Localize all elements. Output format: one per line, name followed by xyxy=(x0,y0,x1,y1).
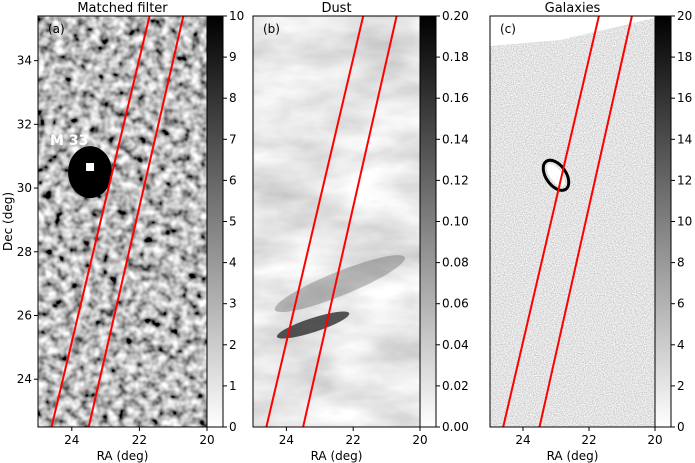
colorbar-tick-label: 10 xyxy=(229,9,244,23)
panel-label: (c) xyxy=(500,22,516,36)
y-axis-label: Dec (deg) xyxy=(1,192,15,251)
stream-line-2 xyxy=(302,16,398,427)
colorbar-tick-label: 14 xyxy=(677,132,692,146)
m33-region xyxy=(68,146,113,199)
heatmap-image xyxy=(490,16,655,427)
no-coverage-region xyxy=(490,16,655,46)
heatmap-field xyxy=(38,16,207,427)
colorbar-tick-label: 0 xyxy=(677,420,685,434)
colorbar-tick-label: 10 xyxy=(677,215,692,229)
panel-title: Dust xyxy=(321,1,351,16)
colorbar-tick-label: 0.00 xyxy=(442,420,469,434)
panel-label: (b) xyxy=(263,22,280,36)
colorbar-tick-label: 1 xyxy=(229,379,237,393)
colorbar: 0.00 0.02 0.04 0.06 0.08 0.10 0.12 0.14 0.16 0.18… xyxy=(419,9,469,434)
colorbar-tick-label: 0.08 xyxy=(442,256,469,270)
stream-line-2 xyxy=(87,16,185,427)
dust-filament xyxy=(274,255,405,313)
x-tick-label: 24 xyxy=(515,433,530,447)
stream-line-1 xyxy=(50,16,151,427)
colorbar-tick-label: 6 xyxy=(229,173,237,187)
colorbar-tick-label: 20 xyxy=(677,9,692,23)
colorbar: 0 1 2 3 4 5 6 7 8 9 10 xyxy=(206,9,244,434)
x-axis-label: RA (deg) xyxy=(97,449,149,463)
panel-title: Matched filter xyxy=(77,1,168,16)
colorbar-tick-label: 0.12 xyxy=(442,173,469,187)
colorbar-tick-label: 12 xyxy=(677,173,692,187)
annotation-m33: M 33 xyxy=(50,133,88,149)
colorbar-tick-label: 0.06 xyxy=(442,297,469,311)
colorbar-tick-label: 0.20 xyxy=(442,9,469,23)
y-tick-label: 24 xyxy=(17,372,32,386)
panel-label: (a) xyxy=(48,22,65,36)
colorbar-tick-label: 5 xyxy=(229,215,237,229)
heatmap-field xyxy=(490,16,655,427)
x-tick-label: 24 xyxy=(279,433,294,447)
y-tick-label: 34 xyxy=(17,54,32,68)
y-tick-label: 32 xyxy=(17,117,32,131)
y-tick-label: 28 xyxy=(17,245,32,259)
colorbar-tick-label: 0.18 xyxy=(442,50,469,64)
x-axis-label: RA (deg) xyxy=(547,449,599,463)
colorbar-tick-label: 0.10 xyxy=(442,215,469,229)
x-tick-label: 22 xyxy=(581,433,596,447)
colorbar-tick-label: 0.16 xyxy=(442,91,469,105)
colorbar-tick-label: 3 xyxy=(229,297,237,311)
stream-line-2 xyxy=(538,16,633,427)
colorbar-tick-label: 0.02 xyxy=(442,379,469,393)
colorbar-tick-label: 0.14 xyxy=(442,132,469,146)
x-tick-label: 20 xyxy=(412,433,427,447)
heatmap-image xyxy=(38,16,207,427)
colorbar-tick-label: 8 xyxy=(229,91,237,105)
y-tick-label: 30 xyxy=(17,181,32,195)
x-tick-label: 22 xyxy=(132,433,147,447)
x-axis-label: RA (deg) xyxy=(311,449,363,463)
stream-line-1 xyxy=(265,16,365,427)
colorbar: 0 2 4 6 8 10 12 14 16 18 20 xyxy=(654,9,692,434)
x-tick-label: 20 xyxy=(199,433,214,447)
heatmap-field xyxy=(253,16,420,427)
x-tick-label: 20 xyxy=(647,433,662,447)
heatmap-image xyxy=(253,16,420,427)
colorbar-tick-label: 0.04 xyxy=(442,338,469,352)
colorbar-tick-label: 7 xyxy=(229,132,237,146)
x-tick-label: 22 xyxy=(346,433,361,447)
colorbar-tick-label: 4 xyxy=(677,338,685,352)
colorbar-tick-label: 16 xyxy=(677,91,692,105)
stream-line-1 xyxy=(502,16,600,427)
colorbar-tick-label: 2 xyxy=(677,379,685,393)
colorbar-gradient xyxy=(206,15,224,428)
colorbar-tick-label: 18 xyxy=(677,50,692,64)
colorbar-gradient xyxy=(419,15,437,428)
dust-filament xyxy=(276,311,350,339)
m33-core xyxy=(86,163,95,172)
colorbar-tick-label: 8 xyxy=(677,256,685,270)
y-tick-label: 26 xyxy=(17,308,32,322)
x-tick-label: 24 xyxy=(64,433,79,447)
colorbar-tick-label: 2 xyxy=(229,338,237,352)
colorbar-tick-label: 9 xyxy=(229,50,237,64)
panel-title: Galaxies xyxy=(545,1,601,16)
colorbar-gradient xyxy=(654,15,672,428)
colorbar-tick-label: 0 xyxy=(229,420,237,434)
colorbar-tick-label: 6 xyxy=(677,297,685,311)
masked-m33-ring xyxy=(541,158,571,192)
colorbar-tick-label: 4 xyxy=(229,256,237,270)
